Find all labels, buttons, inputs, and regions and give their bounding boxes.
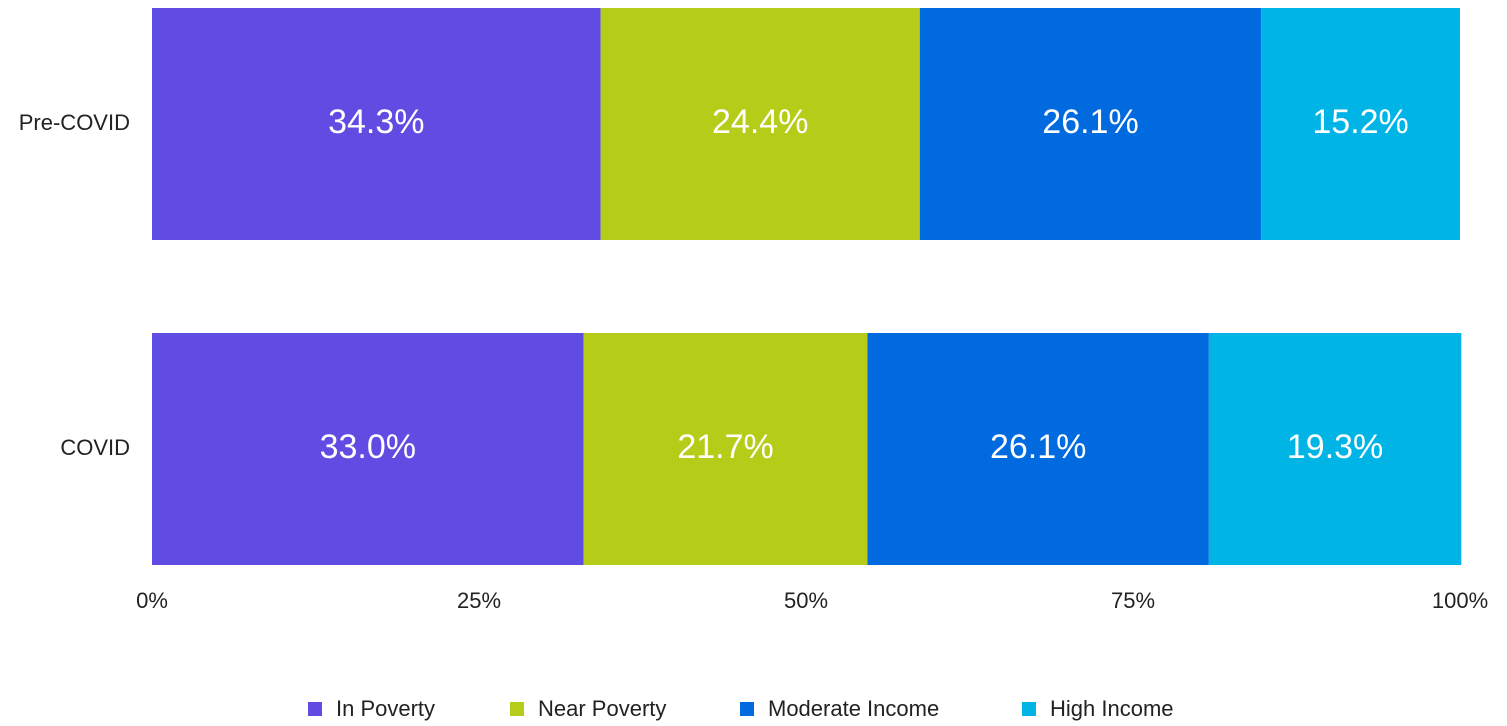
- data-label: 19.3%: [1287, 428, 1383, 466]
- y-tick-label: Pre-COVID: [19, 110, 130, 135]
- legend-label: Near Poverty: [538, 696, 666, 721]
- legend-label: In Poverty: [336, 696, 435, 721]
- bar-segment: [1261, 8, 1460, 240]
- data-label: 33.0%: [320, 428, 416, 466]
- bar-segment: [919, 8, 1262, 240]
- data-label: 15.2%: [1312, 103, 1408, 141]
- bar-segment: [583, 333, 868, 565]
- data-label: 21.7%: [677, 428, 773, 466]
- legend-label: Moderate Income: [768, 696, 939, 721]
- data-label: 26.1%: [990, 428, 1086, 466]
- y-tick-label: COVID: [60, 435, 130, 460]
- data-label: 24.4%: [712, 103, 808, 141]
- bar-segment: [867, 333, 1209, 565]
- bar-segment: [152, 8, 601, 240]
- x-tick-label: 25%: [457, 588, 501, 613]
- data-label: 34.3%: [328, 103, 424, 141]
- bar-segment: [600, 8, 920, 240]
- x-tick-label: 100%: [1432, 588, 1488, 613]
- x-tick-label: 50%: [784, 588, 828, 613]
- bar-segment: [1208, 333, 1462, 565]
- legend-swatch: [510, 702, 524, 716]
- x-tick-label: 75%: [1111, 588, 1155, 613]
- data-label: 26.1%: [1042, 103, 1138, 141]
- legend-swatch: [1022, 702, 1036, 716]
- bar-segment: [152, 333, 584, 565]
- legend-swatch: [308, 702, 322, 716]
- x-tick-label: 0%: [136, 588, 168, 613]
- legend-label: High Income: [1050, 696, 1174, 721]
- legend-swatch: [740, 702, 754, 716]
